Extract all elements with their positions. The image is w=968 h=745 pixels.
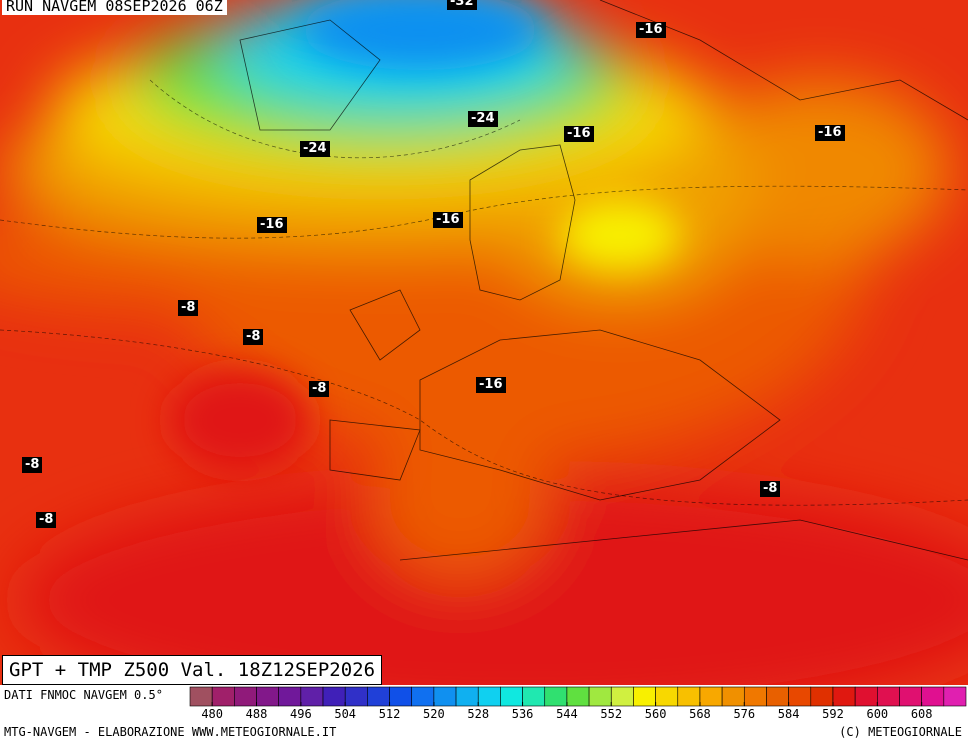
colorbar-swatch [344,686,368,707]
colorbar-swatch [500,686,523,707]
colorbar-swatch [367,686,390,707]
colorbar-swatch [544,686,568,707]
colorbar-tick-label: 576 [733,707,755,721]
contour-label: -24 [300,141,330,157]
colorbar-swatch [588,686,612,707]
colorbar-tick-label: 560 [645,707,667,721]
contour-label: -16 [433,212,463,228]
contour-label: -16 [636,22,666,38]
colorbar-swatch [655,686,679,707]
colorbar-swatch [943,686,967,707]
colorbar-swatch [389,686,413,707]
contour-label: -8 [22,457,43,473]
footer-right: (C) METEOGIORNALE [839,725,962,739]
colorbar-swatch [189,686,213,707]
contour-label: -16 [564,126,594,142]
contour-label: -24 [468,111,498,127]
colorbar-tick-label: 504 [334,707,356,721]
run-header: RUN NAVGEM 08SEP2026 06Z [2,0,227,15]
contour-label: -16 [815,125,845,141]
colorbar-tick-label: 600 [866,707,888,721]
colorbar-tick-label: 544 [556,707,578,721]
data-source: DATI FNMOC NAVGEM 0.5° [4,688,163,702]
colorbar: 480 488 496 504 512 520 528 536 544 552 560 568 576 5… [189,686,967,721]
contour-label: -8 [36,512,57,528]
colorbar-tick-label: 608 [911,707,933,721]
colorbar-swatch [633,686,656,707]
colorbar-swatch [322,686,346,707]
colorbar-swatch [877,686,900,707]
colorbar-tick-label: 496 [290,707,312,721]
colorbar-swatch [766,686,789,707]
colorbar-swatch [300,686,324,707]
colorbar-tick-label: 552 [600,707,622,721]
colorbar-swatch [278,686,302,707]
colorbar-swatch [677,686,701,707]
colorbar-swatch [832,686,856,707]
colorbar-swatch [921,686,945,707]
colorbar-swatch [411,686,435,707]
map [0,0,968,685]
colorbar-tick-label: 584 [778,707,800,721]
colorbar-swatch [234,686,257,707]
contour-label: -8 [760,481,781,497]
colorbar-tick-label: 512 [379,707,401,721]
colorbar-swatch [788,686,812,707]
contour-label: -16 [257,217,287,233]
colorbar-swatch [433,686,457,707]
colorbar-swatch [455,686,479,707]
map-title: GPT + TMP Z500 Val. 18Z12SEP2026 [2,655,383,685]
colorbar-swatch [256,686,279,707]
colorbar-swatch [899,686,922,707]
colorbar-swatch [810,686,834,707]
contour-label: -8 [243,329,264,345]
colorbar-swatch [477,686,501,707]
colorbar-swatch [854,686,878,707]
contour-label: -8 [178,300,199,316]
colorbar-swatch [522,686,546,707]
footer-left: MTG-NAVGEM - ELABORAZIONE WWW.METEOGIORN… [4,725,337,739]
colorbar-swatch [610,686,634,707]
colorbar-swatch [211,686,235,707]
colorbar-tick-label: 520 [423,707,445,721]
contour-label: -32 [447,0,477,10]
colorbar-tick-label: 592 [822,707,844,721]
colorbar-tick-label: 536 [512,707,534,721]
contour-label: -8 [309,381,330,397]
colorbar-tick-label: 488 [246,707,268,721]
colorbar-swatch [721,686,745,707]
colorbar-swatch [743,686,767,707]
colorbar-tick-label: 480 [201,707,223,721]
colorbar-tick-label: 568 [689,707,711,721]
colorbar-tick-label: 528 [467,707,489,721]
colorbar-swatch [566,686,590,707]
contour-label: -16 [476,377,506,393]
colorbar-swatch [699,686,723,707]
